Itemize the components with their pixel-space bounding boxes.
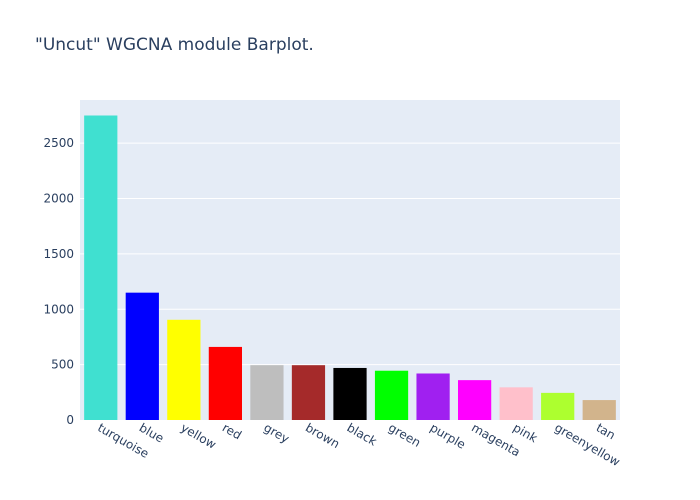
x-tick-label: purple (428, 420, 468, 451)
x-tick-label: blue (137, 420, 166, 445)
x-tick-label: black (345, 420, 380, 448)
bars (84, 115, 616, 420)
y-tick-label: 1500 (43, 247, 74, 261)
y-tick-label: 1000 (43, 302, 74, 316)
bar-black (333, 367, 367, 420)
bar-red (208, 346, 242, 420)
bar-magenta (458, 380, 492, 420)
y-tick-label: 2000 (43, 192, 74, 206)
x-tick-label: yellow (178, 420, 218, 451)
bar-pink (499, 387, 533, 420)
bar-greenyellow (541, 392, 575, 420)
bar-brown (291, 365, 326, 420)
bar-green (374, 370, 409, 420)
x-tick-label: pink (511, 420, 540, 445)
x-tick-label: green (386, 420, 423, 449)
y-axis: 0 500 1000 1500 2000 2500 (43, 136, 74, 427)
y-tick-label: 500 (51, 358, 74, 372)
x-tick-label: grey (261, 420, 291, 446)
x-tick-label: tan (594, 420, 618, 442)
x-tick-label: red (220, 420, 244, 442)
y-tick-label: 2500 (43, 136, 74, 150)
chart-title: "Uncut" WGCNA module Barplot. (35, 35, 314, 55)
bar-blue (125, 292, 159, 420)
y-tick-label: 0 (66, 413, 74, 427)
bar-yellow (167, 319, 201, 420)
bar-grey (250, 365, 284, 420)
bar-purple (416, 373, 450, 420)
bar-turquoise (84, 115, 118, 420)
x-tick-label: brown (303, 420, 342, 451)
bar-tan (582, 400, 616, 420)
